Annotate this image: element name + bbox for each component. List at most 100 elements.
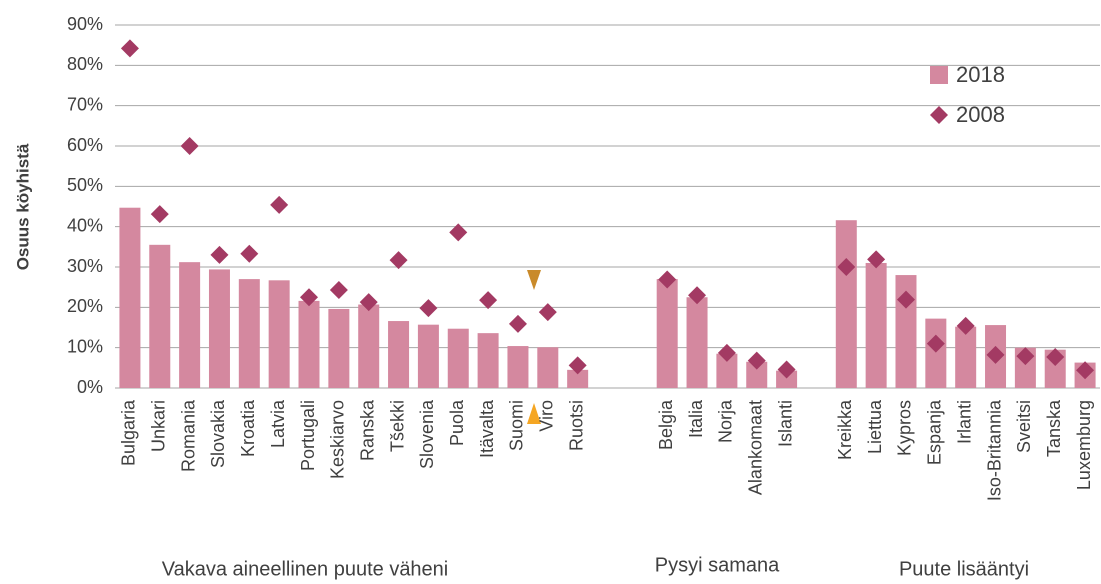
diamond-point xyxy=(658,270,677,289)
diamond-point xyxy=(479,291,498,310)
diamond-point xyxy=(300,288,319,307)
x-tick-label: Luxemburg xyxy=(1074,400,1094,490)
x-tick-label: Ranska xyxy=(357,399,377,461)
bar xyxy=(955,326,977,388)
y-tick-label: 80% xyxy=(67,54,103,74)
bar xyxy=(835,220,857,388)
x-tick-label: Islanti xyxy=(775,400,795,447)
bar xyxy=(865,262,887,388)
x-tick-label: Tanska xyxy=(1044,399,1064,457)
x-tick-label: Portugali xyxy=(298,400,318,471)
diamond-point xyxy=(717,343,736,362)
marker-arrow xyxy=(527,270,541,290)
diamond-point xyxy=(688,286,707,305)
bar xyxy=(208,269,230,388)
bar xyxy=(656,279,678,388)
legend-swatch xyxy=(930,106,948,124)
x-tick-label: Latvia xyxy=(268,399,288,448)
diamond-point xyxy=(956,316,975,335)
x-tick-label: Keskiarvo xyxy=(328,400,348,479)
diamond-point xyxy=(359,293,378,312)
diamond-point xyxy=(329,280,348,299)
bar xyxy=(776,370,798,388)
y-tick-label: 70% xyxy=(67,94,103,114)
legend-label: 2008 xyxy=(956,102,1005,127)
x-tick-label: Romania xyxy=(178,399,198,472)
y-tick-label: 50% xyxy=(67,175,103,195)
x-tick-label: Belgia xyxy=(656,399,676,450)
x-tick-label: Espanja xyxy=(925,399,945,465)
diamond-point xyxy=(120,39,139,58)
y-tick-label: 40% xyxy=(67,215,103,235)
bar xyxy=(447,328,469,388)
diamond-point xyxy=(986,345,1005,364)
group-label: Puute lisääntyi xyxy=(899,558,1029,580)
y-tick-label: 30% xyxy=(67,256,103,276)
bar xyxy=(179,262,201,388)
x-tick-label: Unkari xyxy=(149,400,169,452)
x-tick-label: Tšekki xyxy=(387,400,407,452)
diamond-point xyxy=(150,205,169,224)
bar xyxy=(358,304,380,388)
x-tick-label: Puola xyxy=(447,399,467,446)
diamond-point xyxy=(449,223,468,242)
x-tick-label: Italia xyxy=(686,399,706,438)
x-tick-label: Bulgaria xyxy=(119,399,139,466)
diamond-point xyxy=(508,314,527,333)
bar xyxy=(417,324,439,388)
y-tick-label: 90% xyxy=(67,14,103,34)
diamond-point xyxy=(837,258,856,276)
legend-label: 2018 xyxy=(956,62,1005,87)
bar xyxy=(149,244,171,388)
diamond-point xyxy=(867,250,886,269)
x-tick-label: Iso-Britannia xyxy=(984,399,1004,501)
x-tick-label: Irlanti xyxy=(954,400,974,444)
bar xyxy=(119,207,141,388)
bar xyxy=(477,333,499,388)
group-label: Pysyi samana xyxy=(655,554,780,576)
x-tick-label: Suomi xyxy=(507,400,527,451)
x-tick-label: Slovakia xyxy=(208,399,228,468)
diamond-point xyxy=(210,245,229,264)
marker-arrow xyxy=(527,403,541,424)
bar xyxy=(298,300,320,388)
x-tick-label: Kypros xyxy=(895,400,915,456)
bar xyxy=(238,279,260,388)
x-tick-label: Sveitsi xyxy=(1014,400,1034,453)
diamond-point xyxy=(896,290,915,309)
x-tick-label: Viro xyxy=(537,400,557,432)
bar xyxy=(567,369,589,388)
diamond-point xyxy=(568,356,587,375)
diamond-point xyxy=(180,137,199,155)
diamond-point xyxy=(926,334,945,353)
group-label: Vakava aineellinen puute väheni xyxy=(162,558,449,580)
x-tick-label: Kreikka xyxy=(835,399,855,460)
bar xyxy=(686,297,708,388)
bar xyxy=(537,347,559,388)
y-tick-label: 0% xyxy=(77,377,103,397)
x-tick-label: Kroatia xyxy=(238,399,258,457)
diamond-point xyxy=(747,351,766,370)
diamond-point xyxy=(389,251,408,270)
diamond-point xyxy=(1016,347,1035,366)
diamond-point xyxy=(777,360,796,379)
y-tick-label: 60% xyxy=(67,135,103,155)
x-tick-label: Itävalta xyxy=(477,399,497,458)
legend-swatch xyxy=(930,66,948,84)
bar xyxy=(328,308,350,388)
bar xyxy=(507,346,529,388)
x-tick-label: Alankomaat xyxy=(745,400,765,495)
x-tick-label: Ruotsi xyxy=(566,400,586,451)
bar xyxy=(716,353,738,388)
diamond-point xyxy=(240,244,259,263)
y-axis-label: Osuus köyhistä xyxy=(13,143,32,270)
diamond-point xyxy=(538,303,557,322)
x-tick-label: Norja xyxy=(716,399,736,443)
x-tick-label: Liettua xyxy=(865,399,885,454)
bar xyxy=(268,280,290,388)
diamond-point xyxy=(1076,361,1095,380)
diamond-point xyxy=(1046,347,1065,366)
x-tick-label: Slovenia xyxy=(417,399,437,469)
diamond-point xyxy=(419,299,438,318)
